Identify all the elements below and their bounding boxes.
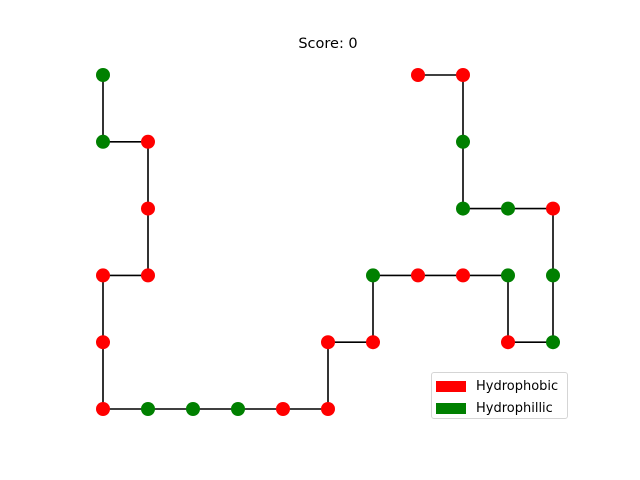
residue-hydrophobic bbox=[321, 335, 335, 350]
residue-hydrophillic bbox=[231, 402, 245, 416]
legend: Hydrophobic Hydrophillic bbox=[431, 372, 568, 419]
residue-hydrophobic bbox=[411, 268, 425, 283]
legend-label-hydrophillic: Hydrophillic bbox=[476, 400, 553, 416]
residue-hydrophobic bbox=[141, 268, 155, 283]
residue-hydrophillic bbox=[456, 134, 470, 149]
residue-hydrophillic bbox=[546, 268, 560, 283]
residue-hydrophobic bbox=[141, 201, 155, 216]
legend-item-hydrophillic: Hydrophillic bbox=[436, 398, 553, 418]
residue-hydrophillic bbox=[96, 134, 110, 149]
hydrophobic-swatch bbox=[436, 380, 466, 392]
residue-hydrophobic bbox=[456, 68, 470, 82]
residue-hydrophobic bbox=[411, 68, 425, 82]
residue-hydrophobic bbox=[366, 335, 380, 350]
residue-hydrophobic bbox=[141, 134, 155, 149]
residue-hydrophillic bbox=[141, 402, 155, 416]
residue-hydrophobic bbox=[276, 402, 290, 416]
residue-hydrophobic bbox=[96, 268, 110, 283]
residue-layer bbox=[96, 68, 560, 416]
residue-hydrophobic bbox=[546, 201, 560, 216]
residue-hydrophillic bbox=[186, 402, 200, 416]
residue-hydrophobic bbox=[456, 268, 470, 283]
residue-hydrophillic bbox=[456, 201, 470, 216]
residue-hydrophillic bbox=[546, 335, 560, 350]
hydrophillic-swatch bbox=[436, 402, 466, 414]
bond-layer bbox=[102, 74, 554, 410]
residue-hydrophillic bbox=[501, 268, 515, 283]
residue-hydrophobic bbox=[96, 335, 110, 350]
score-title: Score: 0 bbox=[298, 36, 357, 52]
residue-hydrophillic bbox=[96, 68, 110, 82]
residue-hydrophobic bbox=[501, 335, 515, 350]
legend-item-hydrophobic: Hydrophobic bbox=[436, 376, 558, 396]
residue-hydrophobic bbox=[96, 402, 110, 416]
residue-hydrophillic bbox=[366, 268, 380, 283]
residue-hydrophillic bbox=[501, 201, 515, 216]
legend-label-hydrophobic: Hydrophobic bbox=[476, 378, 559, 394]
residue-hydrophobic bbox=[321, 402, 335, 416]
